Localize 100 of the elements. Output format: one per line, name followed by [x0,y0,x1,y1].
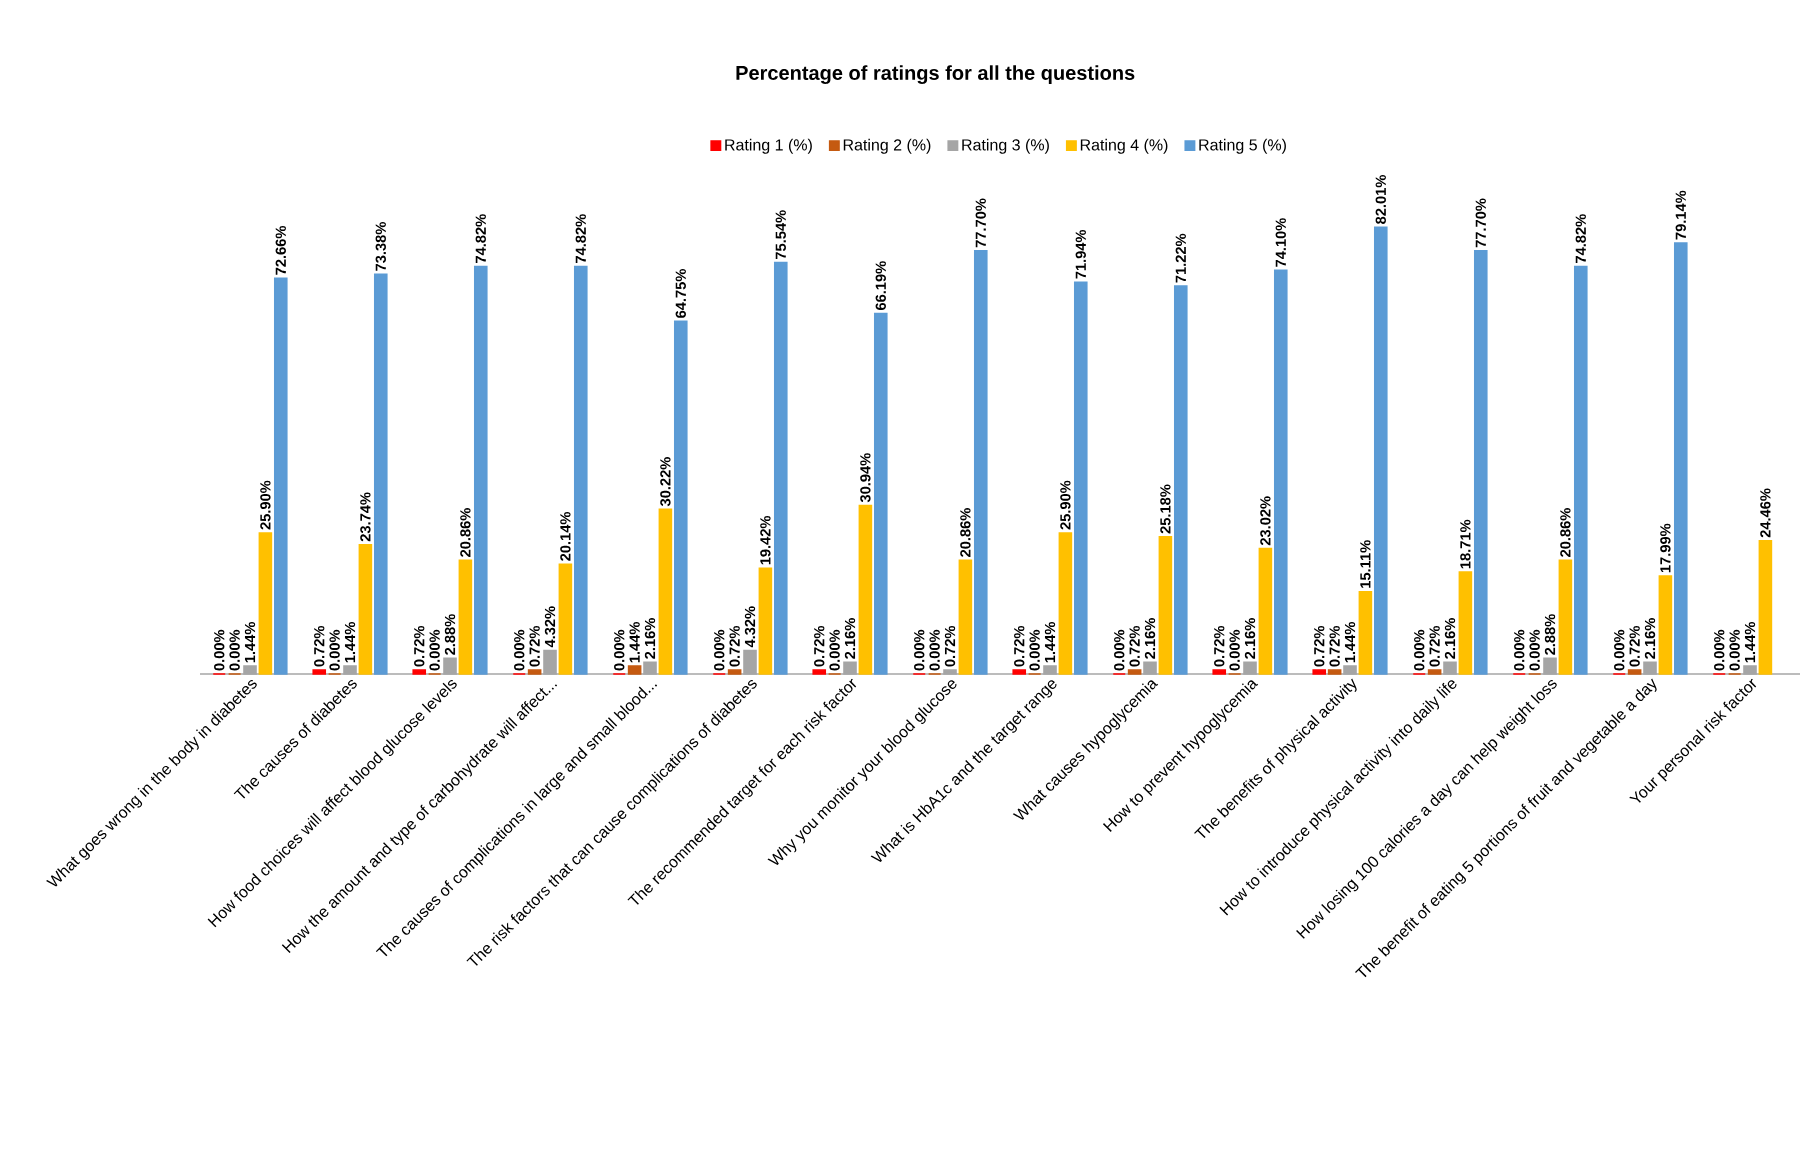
bar [1012,669,1027,675]
data-label: 25.90% [1060,480,1071,530]
data-label: 0.00% [614,629,625,671]
data-label: 2.16% [644,618,656,659]
data-label: 23.74% [360,492,371,542]
data-label: 72.66% [275,225,286,275]
data-label: 17.99% [1660,523,1671,573]
data-label: 75.54% [775,210,786,260]
data-label: 77.70% [1475,198,1486,248]
bar [812,669,827,675]
data-label: 1.44% [1044,622,1056,663]
legend-label: Rating 5 (%) [1199,138,1286,154]
data-label: 25.18% [1160,484,1171,534]
data-label: 0.00% [1529,629,1540,671]
bar [1127,669,1142,675]
legend-label: Rating 2 (%) [843,138,931,154]
data-label: 0.72% [1214,625,1225,667]
data-label: 0.72% [529,625,540,667]
bar [658,508,673,675]
data-label: 0.72% [729,625,740,667]
data-label: 0.00% [1514,629,1525,671]
data-label: 0.72% [814,625,825,667]
data-label: 0.00% [914,629,925,671]
bar [958,559,973,675]
data-label: 0.00% [214,629,225,671]
bar [373,273,388,675]
data-label: 0.00% [1029,629,1040,671]
data-label: 0.00% [1714,629,1725,671]
bar [1458,571,1473,675]
data-label: 1.44% [344,622,356,663]
data-label: 24.46% [1760,488,1771,538]
bar [1673,242,1688,675]
bar [1173,285,1188,675]
bar [273,277,288,675]
bar [1273,269,1288,675]
bar [558,563,573,675]
data-label: 0.00% [514,629,525,671]
bar [858,504,873,675]
bar [1058,532,1073,675]
data-label: 20.86% [460,508,471,557]
data-label: 0.72% [944,625,956,667]
bar [1312,669,1327,675]
chart-title: Percentage of ratings for all the questions [736,65,1135,85]
data-label: 64.75% [675,269,686,318]
data-label: 0.72% [1329,625,1340,667]
data-label: 73.38% [375,222,386,271]
bar [458,559,473,675]
data-label: 0.00% [929,629,940,671]
bar [673,320,688,675]
data-label: 0.72% [1314,625,1325,667]
bar [258,532,273,675]
data-label: 0.72% [1629,625,1640,667]
data-label: 20.86% [960,508,971,557]
bar [1573,265,1588,675]
data-label: 77.70% [975,198,986,248]
bar [973,250,988,675]
legend-label: Rating 4 (%) [1080,138,1168,154]
data-label: 4.32% [744,606,756,648]
data-label: 0.00% [1414,629,1425,671]
bar [412,669,427,675]
data-label: 4.32% [544,606,556,648]
bar [1327,669,1342,675]
data-label: 2.16% [844,618,856,659]
data-label: 71.94% [1075,229,1086,279]
data-label: 0.00% [229,629,240,671]
bar [573,265,588,675]
data-label: 2.16% [1444,618,1456,659]
bar [1758,539,1773,675]
data-label: 1.44% [1744,622,1756,663]
bar [727,669,742,675]
data-label: 25.90% [260,480,271,530]
data-label: 0.72% [1429,625,1440,667]
bar [473,265,488,675]
bar [358,543,373,675]
data-label: 0.72% [1014,625,1025,667]
data-label: 0.00% [1614,629,1625,671]
bar [1358,590,1373,675]
bar [1073,281,1088,675]
data-label: 2.88% [444,614,456,655]
data-label: 0.00% [714,629,725,671]
bar [1258,547,1273,675]
data-label: 0.00% [829,629,840,671]
data-label: 74.10% [1275,218,1286,267]
bar [1158,536,1173,675]
data-label: 2.16% [1144,618,1156,659]
data-label: 74.82% [1575,214,1586,263]
data-label: 1.44% [1344,622,1356,663]
bar [312,669,327,675]
legend-label: Rating 3 (%) [962,138,1049,154]
data-label: 0.00% [1729,629,1740,671]
legend-label: Rating 1 (%) [725,138,812,154]
bar [1473,250,1488,675]
bar [873,312,888,675]
data-label: 82.01% [1375,175,1386,224]
data-label: 0.72% [1129,625,1140,667]
bar [527,669,542,675]
data-label: 79.14% [1675,190,1686,240]
data-label: 0.00% [1114,629,1125,671]
data-label: 1.44% [244,622,256,663]
data-label: 1.44% [629,622,640,663]
